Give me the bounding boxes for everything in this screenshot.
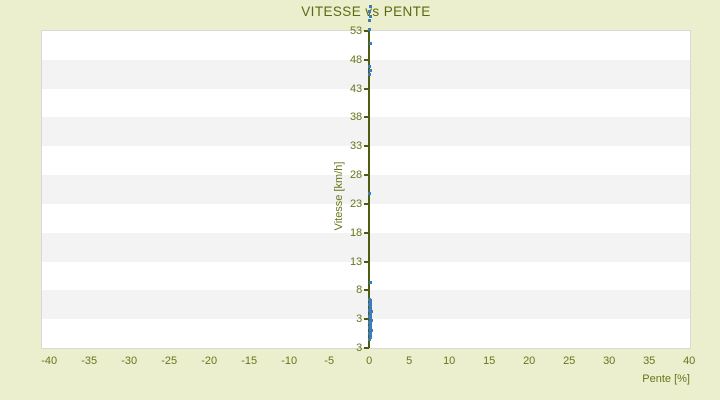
plot-band [42, 290, 690, 320]
y-tick-mark [364, 202, 370, 205]
y-tick-label: 43 [349, 82, 363, 95]
x-tick-label: 25 [563, 355, 576, 367]
x-tick-label: -5 [324, 355, 335, 367]
x-tick-label: -20 [201, 355, 218, 367]
x-axis-title: Pente [%] [642, 373, 690, 385]
data-point [368, 281, 372, 285]
y-tick-mark [364, 87, 370, 90]
y-axis-line [368, 31, 371, 348]
data-point [367, 10, 371, 14]
y-tick-label: 13 [349, 255, 363, 268]
data-point [367, 72, 371, 76]
data-point [367, 297, 371, 301]
x-tick-label: -40 [41, 355, 58, 367]
x-tick-label: 0 [366, 355, 373, 367]
y-tick-label: 28 [349, 169, 363, 182]
plot-area [41, 30, 691, 349]
plot-band [42, 261, 690, 291]
y-tick-label: 8 [356, 284, 363, 297]
data-point [369, 316, 373, 320]
plot-band [42, 203, 690, 233]
x-tick-label: 20 [523, 355, 536, 367]
y-tick-mark [364, 145, 370, 148]
y-tick-label: 23 [349, 197, 363, 210]
data-point [367, 320, 371, 324]
data-point [367, 326, 371, 330]
y-tick-mark [364, 30, 370, 32]
y-tick-label: 53 [349, 25, 363, 37]
data-point [368, 68, 372, 72]
data-point [369, 310, 373, 314]
y-tick-mark [364, 289, 370, 292]
plot-band [42, 31, 690, 60]
data-point [367, 18, 371, 22]
data-point [368, 41, 372, 45]
y-tick-label: 33 [349, 140, 363, 153]
y-tick-label: 3 [356, 342, 363, 354]
x-tick-label: 35 [643, 355, 656, 367]
y-tick-label: 18 [349, 226, 363, 239]
y-tick-mark [364, 318, 370, 321]
plot-band [42, 59, 690, 89]
x-tick-label: -35 [81, 355, 98, 367]
plot-band [42, 88, 690, 118]
data-point [369, 333, 373, 337]
data-point [367, 64, 371, 68]
data-point [367, 28, 371, 32]
x-tick-label: -30 [121, 355, 138, 367]
x-tick-label: 40 [683, 355, 696, 367]
x-tick-label: -25 [161, 355, 178, 367]
y-tick-mark [364, 231, 370, 234]
x-tick-label: -15 [241, 355, 258, 367]
data-point [368, 4, 372, 8]
data-point [368, 14, 372, 18]
plot-band [42, 175, 690, 204]
x-tick-label: 15 [483, 355, 496, 367]
y-tick-label: 3 [356, 313, 363, 326]
data-point [367, 192, 371, 196]
plot-band [42, 232, 690, 262]
plot-band [42, 117, 690, 147]
y-tick-label: 38 [349, 111, 363, 124]
y-tick-mark [364, 116, 370, 119]
plot-band [42, 146, 690, 176]
y-tick-label: 48 [349, 53, 363, 66]
chart-title: VITESSE vs PENTE [301, 4, 431, 19]
y-tick-mark [364, 58, 370, 61]
x-tick-label: -10 [281, 355, 298, 367]
y-tick-mark [364, 260, 370, 263]
plot-band [42, 319, 690, 348]
y-tick-mark [364, 174, 370, 177]
x-tick-label: 30 [603, 355, 616, 367]
data-point [367, 309, 371, 313]
x-tick-label: 10 [443, 355, 456, 367]
x-tick-label: 5 [406, 355, 413, 367]
y-tick-mark [364, 347, 370, 349]
